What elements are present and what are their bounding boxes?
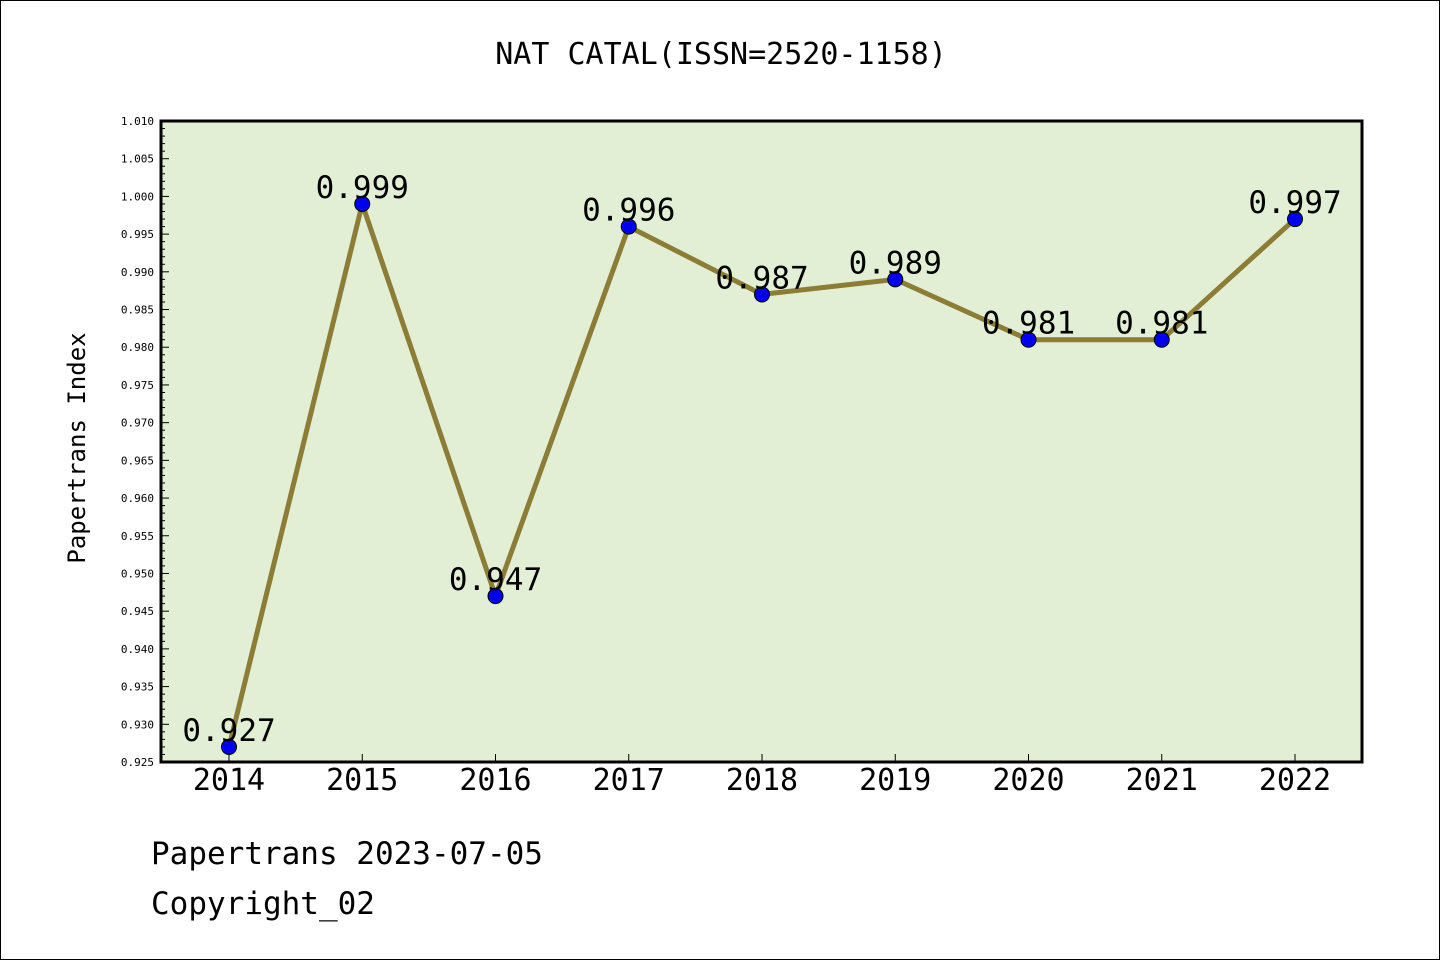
y-tick-label: 0.995 (121, 228, 154, 241)
x-tick-label: 2016 (459, 763, 531, 798)
y-tick-label: 0.990 (121, 266, 154, 279)
x-axis: 2014 2015 2016 2017 2018 2019 2020 2021 2022 (193, 754, 1331, 798)
y-tick-label: 0.935 (121, 681, 154, 694)
x-tick-label: 2017 (593, 763, 665, 798)
y-tick-label: 0.955 (121, 530, 154, 543)
y-tick-label: 0.945 (121, 605, 154, 618)
data-label: 0.981 (982, 306, 1075, 342)
y-tick-label: 0.985 (121, 304, 154, 317)
footer-credit: Papertrans 2023-07-05 (151, 836, 543, 872)
data-point (1020, 331, 1037, 348)
data-label: 0.996 (582, 193, 675, 229)
y-tick-label: 0.960 (121, 492, 154, 505)
data-label: 0.927 (182, 713, 275, 749)
y-tick-label: 0.930 (121, 718, 154, 731)
marker-group (221, 195, 1303, 755)
y-tick-label: 1.005 (121, 153, 154, 166)
data-point (620, 218, 637, 235)
y-axis-title: Papertrans Index (63, 332, 91, 563)
data-label: 0.989 (849, 245, 942, 281)
data-point (354, 195, 371, 212)
plot-area (161, 121, 1362, 762)
x-tick-label: 2022 (1259, 763, 1331, 798)
y-tick-label: 0.975 (121, 379, 154, 392)
x-tick-label: 2020 (992, 763, 1064, 798)
data-point (221, 738, 237, 755)
y-tick-label: 0.950 (121, 567, 154, 580)
plot-border (159, 119, 1364, 764)
data-point (754, 286, 770, 303)
x-tick-label: 2019 (859, 763, 931, 798)
data-label: 0.981 (1115, 306, 1208, 342)
y-tick-label: 1.000 (121, 190, 154, 203)
x-tick-label: 2018 (726, 763, 798, 798)
y-tick-label: 0.940 (121, 643, 154, 656)
data-point (887, 271, 904, 288)
data-point (487, 588, 504, 605)
data-label: 0.999 (316, 170, 409, 206)
y-tick-label: 0.980 (121, 341, 154, 354)
y-axis: 0.925 0.930 0.935 0.940 0.945 0.950 0.955 0.960… (121, 115, 169, 769)
data-label: 0.947 (449, 562, 542, 598)
x-tick-label: 2021 (1126, 763, 1198, 798)
y-tick-label: 1.010 (121, 115, 154, 128)
data-point (1287, 211, 1303, 228)
y-tick-label: 0.970 (121, 417, 154, 430)
x-tick-label: 2014 (193, 763, 265, 798)
y-tick-label: 0.965 (121, 454, 154, 467)
footer-copyright: Copyright_02 (151, 886, 375, 922)
data-point (1153, 331, 1170, 348)
data-label: 0.987 (715, 260, 808, 296)
chart-title: NAT CATAL(ISSN=2520-1158) (495, 37, 947, 72)
y-tick-label: 0.925 (121, 756, 154, 769)
data-label-group: 0.927 0.999 0.947 0.996 0.987 0.989 0.981 0.981… (182, 170, 1341, 749)
data-label: 0.997 (1248, 185, 1341, 221)
x-tick-label: 2015 (326, 763, 398, 798)
